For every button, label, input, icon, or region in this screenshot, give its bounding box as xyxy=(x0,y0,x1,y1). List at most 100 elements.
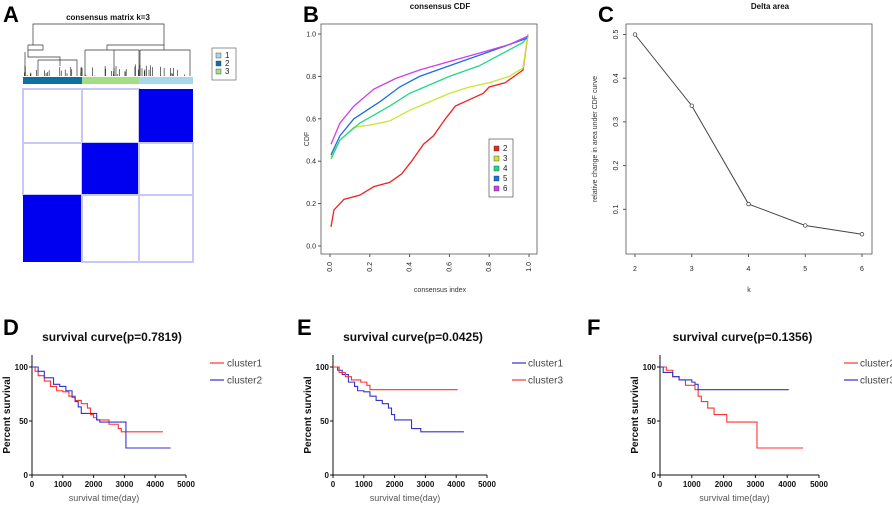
legend-label: cluster2 xyxy=(860,359,892,370)
chart-title: consensus CDF xyxy=(410,2,471,11)
x-tick-label: 6 xyxy=(860,266,864,273)
x-tick-label: 0.8 xyxy=(486,262,493,272)
km-curve-cluster1 xyxy=(333,367,464,432)
panel-label: F xyxy=(587,315,600,340)
legend-label: 5 xyxy=(503,174,508,183)
data-point xyxy=(747,202,751,206)
plot-frame xyxy=(626,24,872,254)
x-tick-label: 5000 xyxy=(478,480,496,489)
legend-label: 3 xyxy=(225,67,230,76)
cdf-line-k2 xyxy=(331,34,528,227)
y-tick-label: 0 xyxy=(24,471,29,480)
legend xyxy=(212,48,236,80)
legend-swatch xyxy=(494,146,499,151)
y-tick-label: 0.2 xyxy=(306,201,316,208)
survival-plot xyxy=(29,355,224,478)
legend-label: cluster3 xyxy=(860,376,892,387)
panel-label: E xyxy=(297,315,312,340)
y-tick-label: 0 xyxy=(652,471,657,480)
y-tick-label: 0.2 xyxy=(613,161,620,171)
y-tick-label: 1.0 xyxy=(306,32,316,39)
legend-label: 2 xyxy=(503,144,508,153)
heatmap-cell-block xyxy=(139,89,193,143)
km-curve-cluster3 xyxy=(333,367,458,390)
y-tick-label: 0.4 xyxy=(613,73,620,83)
survival-plot xyxy=(330,355,526,478)
chart-title: consensus matrix k=3 xyxy=(66,13,150,22)
x-tick-label: 3 xyxy=(690,266,694,273)
y-tick-label: 0.5 xyxy=(613,30,620,40)
km-curve-cluster2 xyxy=(32,367,171,448)
legend-label: cluster1 xyxy=(227,359,262,370)
chart-title: survival curve(p=0.1356) xyxy=(673,330,813,344)
delta-area-plot xyxy=(623,24,872,257)
panel-label: A xyxy=(3,2,19,27)
x-tick-label: 4000 xyxy=(146,480,164,489)
x-axis-label: survival time(day) xyxy=(370,493,441,503)
legend xyxy=(489,139,513,197)
y-tick-label: 100 xyxy=(15,363,29,372)
y-tick-label: 50 xyxy=(320,417,329,426)
heatmap-cell-block xyxy=(139,143,193,195)
legend-label: 3 xyxy=(503,154,508,163)
heatmap-cell-block xyxy=(23,89,82,143)
chart-title: survival curve(p=0.7819) xyxy=(42,330,182,344)
km-curve-cluster1 xyxy=(32,367,163,432)
legend-swatch xyxy=(494,156,499,161)
data-point xyxy=(690,104,694,108)
x-tick-label: 3000 xyxy=(116,480,134,489)
heatmap-cell-block xyxy=(139,195,193,262)
cluster-bar-segment xyxy=(82,77,139,84)
data-point xyxy=(633,33,637,37)
x-tick-label: 0.2 xyxy=(367,262,374,272)
km-curve-cluster3 xyxy=(660,367,789,390)
y-axis-label: relative change in area under CDF curve xyxy=(592,76,599,202)
x-tick-label: 4000 xyxy=(447,480,465,489)
x-tick-label: 2 xyxy=(633,266,637,273)
y-tick-label: 100 xyxy=(643,363,657,372)
consensus-heatmap xyxy=(23,24,236,262)
x-tick-label: 4 xyxy=(747,266,751,273)
y-tick-label: 100 xyxy=(316,363,330,372)
x-tick-label: 0.4 xyxy=(407,262,414,272)
cluster-bar-segment xyxy=(139,77,193,84)
legend-label: 4 xyxy=(503,164,508,173)
x-tick-label: 3000 xyxy=(417,480,435,489)
x-tick-label: 5000 xyxy=(810,480,828,489)
x-tick-label: 2000 xyxy=(386,480,404,489)
x-tick-label: 1.0 xyxy=(526,262,533,272)
cdf-plot xyxy=(318,24,537,257)
y-tick-label: 0.4 xyxy=(306,159,316,166)
x-axis-label: k xyxy=(747,287,751,294)
cluster-bar-segment xyxy=(23,77,82,84)
y-tick-label: 0.1 xyxy=(613,204,620,214)
y-tick-label: 50 xyxy=(647,417,656,426)
x-tick-label: 2000 xyxy=(85,480,103,489)
y-axis-label: CDF xyxy=(304,132,311,146)
x-tick-label: 0 xyxy=(658,480,663,489)
panel-label: B xyxy=(303,2,319,27)
x-axis-label: consensus index xyxy=(414,287,467,294)
x-axis-label: survival time(day) xyxy=(69,493,140,503)
x-tick-label: 1000 xyxy=(54,480,72,489)
heatmap-cell-block xyxy=(23,195,82,262)
legend-label: cluster3 xyxy=(528,376,563,387)
legend-swatch xyxy=(216,69,221,74)
legend-swatch xyxy=(494,186,499,191)
legend-label: cluster2 xyxy=(227,376,262,387)
chart-title: Delta area xyxy=(751,2,790,11)
data-point xyxy=(860,232,864,236)
x-axis-label: survival time(day) xyxy=(699,493,770,503)
x-tick-label: 0.6 xyxy=(446,262,453,272)
cdf-line-k6 xyxy=(331,36,528,144)
legend-label: 6 xyxy=(503,184,508,193)
x-tick-label: 1000 xyxy=(355,480,373,489)
heatmap-cell-block xyxy=(82,89,139,143)
x-tick-label: 4000 xyxy=(778,480,796,489)
legend-label: cluster1 xyxy=(528,359,563,370)
x-tick-label: 3000 xyxy=(747,480,765,489)
heatmap-cell-block xyxy=(23,143,82,195)
y-axis-label: Percent survival xyxy=(303,376,314,453)
x-tick-label: 2000 xyxy=(715,480,733,489)
legend-swatch xyxy=(494,176,499,181)
